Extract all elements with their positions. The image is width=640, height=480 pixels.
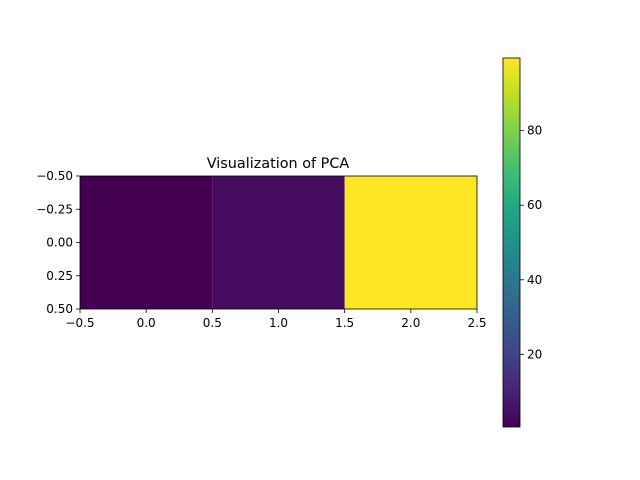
x-axis: −0.5 0.0 0.5 1.0 1.5 2.0 2.5	[65, 309, 487, 330]
heatmap-cells	[80, 176, 477, 309]
colorbar-tick-label: 60	[527, 198, 542, 212]
heatmap-cell-1	[212, 176, 345, 309]
x-tick-label: 1.5	[335, 316, 354, 330]
x-tick-label: 1.0	[269, 316, 288, 330]
plot-area	[79, 175, 478, 310]
colorbar-tick-label: 80	[527, 124, 542, 138]
chart-title: Visualization of PCA	[207, 156, 350, 172]
y-axis: −0.50 −0.25 0.00 0.25 0.50	[36, 169, 80, 316]
x-tick-label: 2.5	[467, 316, 486, 330]
heatmap-cell-0	[80, 176, 213, 309]
x-tick-label: 0.0	[137, 316, 156, 330]
y-tick-label: 0.25	[46, 269, 73, 283]
heatmap-cell-2	[344, 176, 477, 309]
colorbar-gradient	[503, 58, 520, 427]
x-tick-label: 2.0	[401, 316, 420, 330]
x-tick-label: −0.5	[65, 316, 94, 330]
colorbar-frame	[502, 57, 521, 428]
colorbar-tick-label: 20	[527, 347, 542, 361]
colorbar: 20 40 60 80	[502, 57, 542, 428]
y-tick-label: 0.50	[46, 302, 73, 316]
colorbar-ticks: 20 40 60 80	[520, 124, 542, 361]
x-tick-label: 0.5	[203, 316, 222, 330]
y-tick-label: 0.00	[46, 236, 73, 250]
y-tick-label: −0.25	[36, 202, 73, 216]
colorbar-tick-label: 40	[527, 273, 542, 287]
y-tick-label: −0.50	[36, 169, 73, 183]
